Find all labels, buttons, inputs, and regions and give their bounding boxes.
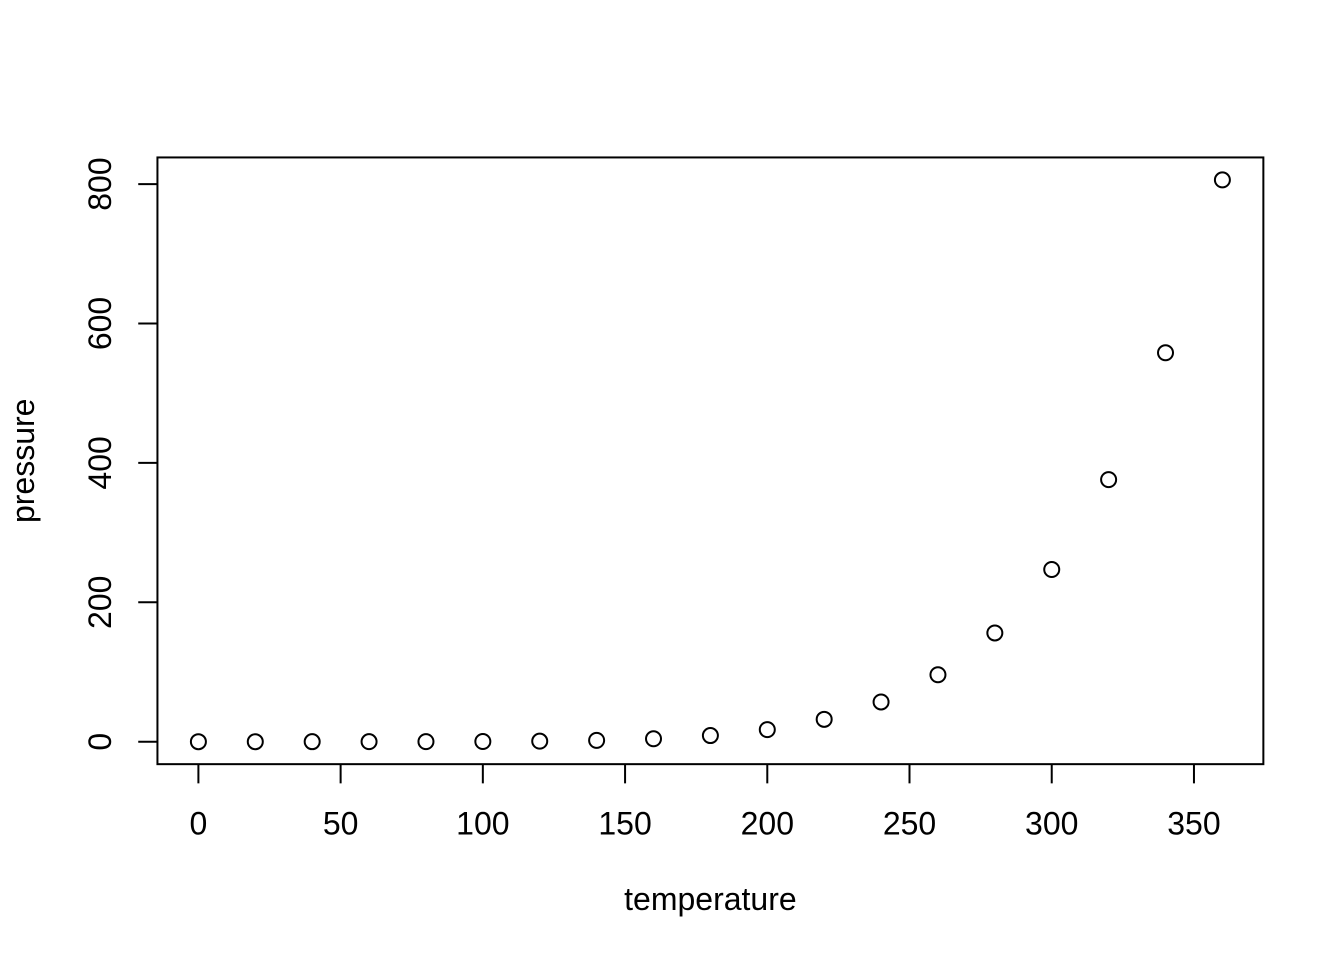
svg-text:pressure: pressure (5, 399, 41, 524)
svg-text:600: 600 (82, 297, 118, 350)
svg-text:400: 400 (82, 436, 118, 489)
svg-text:50: 50 (323, 805, 359, 841)
svg-text:200: 200 (82, 576, 118, 629)
svg-text:0: 0 (82, 733, 118, 751)
svg-text:150: 150 (598, 805, 651, 841)
svg-text:100: 100 (456, 805, 509, 841)
svg-text:350: 350 (1167, 805, 1220, 841)
svg-text:temperature: temperature (624, 881, 797, 917)
svg-text:800: 800 (82, 157, 118, 210)
svg-text:300: 300 (1025, 805, 1078, 841)
svg-text:250: 250 (883, 805, 936, 841)
svg-text:0: 0 (190, 805, 208, 841)
svg-text:200: 200 (741, 805, 794, 841)
